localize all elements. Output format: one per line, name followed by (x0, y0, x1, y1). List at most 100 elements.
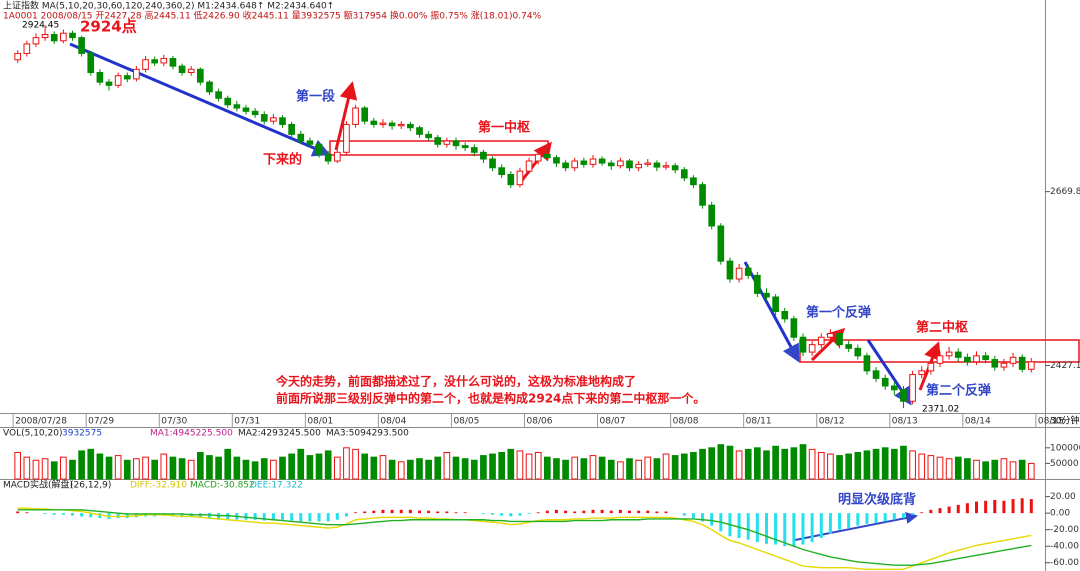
candle-body (699, 184, 706, 206)
volume-bar (489, 453, 496, 480)
candle-body (443, 140, 451, 145)
volume-bar (982, 461, 989, 480)
volume-bar (598, 456, 606, 480)
candle-body (872, 370, 880, 379)
candle-body (352, 107, 359, 125)
volume-bar (361, 453, 369, 480)
volume-bar (580, 458, 588, 480)
candle-body (187, 68, 195, 73)
candle-body (1009, 356, 1017, 364)
annotation: 第一段 (296, 89, 335, 105)
volume-bar (96, 453, 104, 480)
volume-bar (936, 456, 944, 480)
candle-body (69, 32, 76, 39)
candle-body (635, 163, 642, 169)
candle-body (114, 75, 122, 86)
candle-body (425, 133, 432, 139)
annotation: 第一个反弹 (806, 305, 871, 321)
volume-bar (744, 448, 752, 480)
volume-bar (105, 456, 113, 480)
volume-bar (635, 459, 642, 480)
volume-bar (251, 461, 259, 480)
y-tick-label: -20.00 (1050, 525, 1079, 535)
candle-body (854, 347, 862, 357)
candle-body (607, 162, 615, 167)
annotation: 第一中枢 (478, 120, 530, 136)
volume-bar (288, 453, 295, 480)
annotation: 2924点 (80, 18, 137, 36)
candle-body (251, 110, 259, 116)
candle-body (1027, 361, 1035, 370)
candle-body (169, 57, 177, 67)
y-tick-label: 2427.1 (1050, 361, 1080, 371)
y-tick-label: 0.00 (1050, 509, 1070, 519)
header-line: 1A0001 2008/08/15 开2427.28 高2445.11 低242… (3, 10, 542, 22)
candle-body (525, 160, 533, 172)
candle-body (324, 153, 332, 162)
arrow (334, 81, 358, 151)
volume-bar (945, 458, 953, 480)
candle-body (160, 57, 168, 64)
volume-bar (900, 445, 907, 480)
volume-bar (607, 459, 615, 480)
volume-bar (206, 455, 213, 480)
candle-body (680, 169, 688, 179)
volume-bar (726, 445, 734, 480)
annotation: 今天的走势，前面都描述过了，没什么可说的，这极为标准地构成了 (275, 374, 636, 389)
volume-bar (881, 447, 889, 480)
y-tick-label: 100000 (1050, 443, 1080, 453)
x-tick-label: 2008/07/28 (15, 417, 67, 427)
volume-bar (571, 456, 579, 480)
candle-body (890, 385, 898, 391)
panel-header-item: MA3:5094293.500 (326, 429, 409, 439)
candle-body (50, 33, 58, 42)
volume-bar (543, 456, 551, 480)
panel-header-item: (26,12,9) (70, 481, 111, 491)
panel-header-item: DIFF:-32.910 (130, 481, 187, 491)
period-label: 30分钟 (1050, 415, 1079, 427)
candle-body (772, 296, 779, 313)
candle-body (242, 107, 250, 112)
annotation: 明显次级底背 (838, 492, 916, 508)
volume-bar (178, 458, 186, 480)
arrow (518, 141, 552, 184)
volume-bar (964, 458, 971, 480)
volume-bar (480, 455, 487, 480)
candle-body (196, 68, 204, 83)
candle-body (936, 355, 944, 364)
volume-bar (32, 459, 40, 480)
volume-bar (114, 455, 122, 480)
volume-bar (333, 456, 341, 480)
volume-bar (324, 450, 332, 480)
candle-body (571, 160, 579, 169)
volume-bar (991, 459, 999, 480)
macd-line (17, 509, 1032, 566)
volume-bar (224, 448, 232, 480)
candle-body (333, 151, 341, 162)
volume-bar (196, 451, 204, 480)
volume-bar (242, 459, 250, 480)
annotation: 前面所说那三级别反弹中的第二个，也就是构成2924点下来的第二中枢那一个。 (276, 391, 705, 406)
panel-header-item: MACD:-30.852 (190, 481, 255, 491)
volume-bar (443, 451, 451, 480)
volume-bar (754, 447, 761, 480)
volume-bar (151, 459, 159, 480)
candle-body (598, 158, 606, 164)
candle-body (151, 59, 159, 64)
x-tick-label: 08/08 (673, 417, 699, 427)
volume-bar (123, 459, 131, 480)
y-tick-label: -40.00 (1050, 542, 1079, 552)
panel-title: MACD实战(解盘) (3, 479, 73, 491)
volume-bar (790, 447, 798, 480)
candle-body (671, 165, 679, 171)
panel-header-item: MA1:4945225.500 (150, 429, 233, 439)
candle-body (41, 33, 49, 39)
candle-body (123, 75, 131, 80)
volume-bar (370, 456, 378, 480)
candle-body (744, 267, 752, 276)
volume-bar (845, 453, 853, 480)
candle-body (973, 355, 980, 363)
candle-body (407, 123, 414, 129)
candle-body (836, 333, 843, 346)
